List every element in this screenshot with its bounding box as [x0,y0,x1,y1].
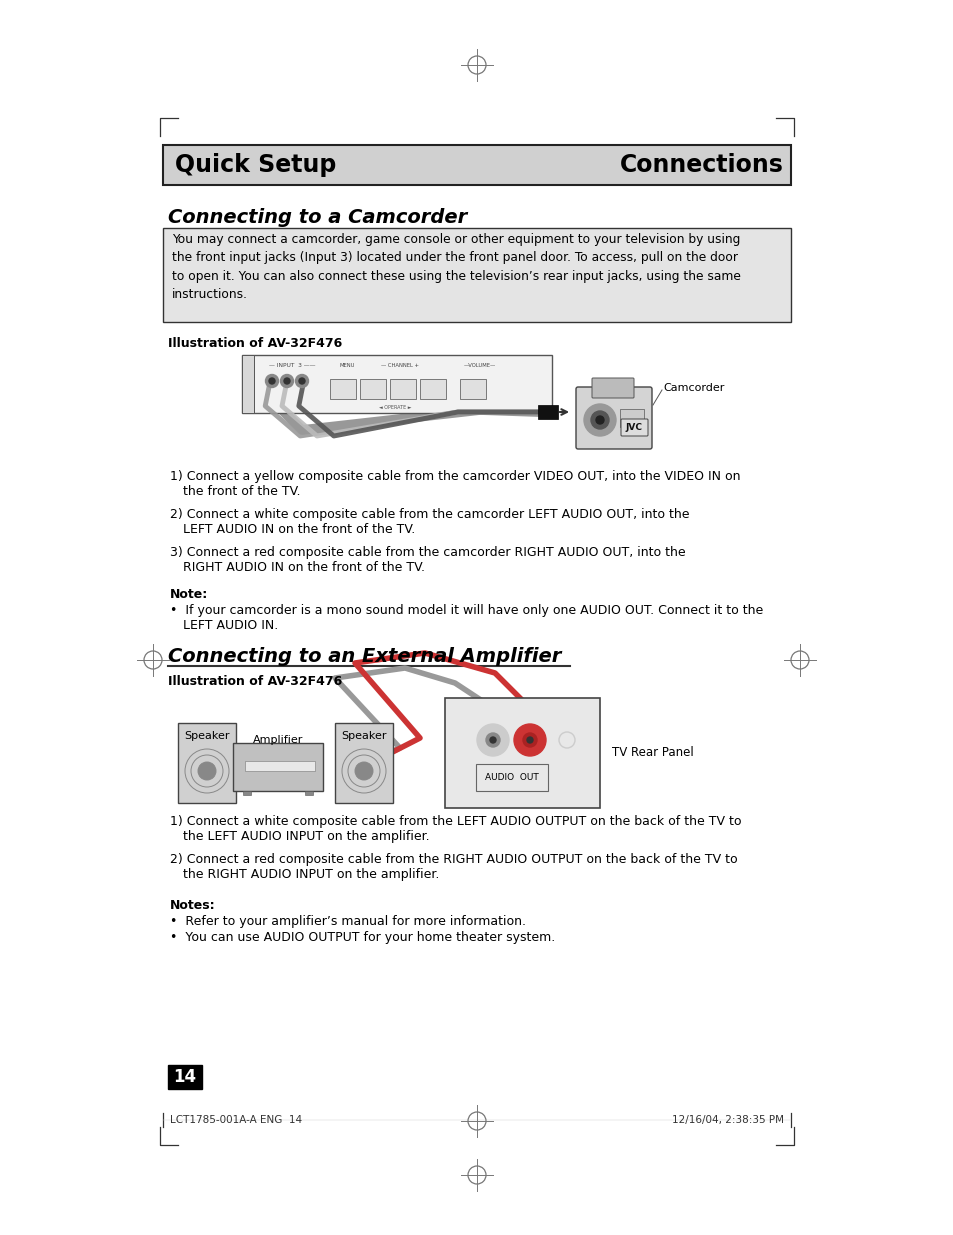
Text: Connecting to a Camcorder: Connecting to a Camcorder [168,207,467,227]
Text: 14: 14 [173,1068,196,1086]
Circle shape [522,734,537,747]
FancyBboxPatch shape [592,378,634,398]
Circle shape [355,762,373,781]
Text: —VOLUME—: —VOLUME— [463,363,496,368]
Circle shape [265,374,278,388]
Text: the front of the TV.: the front of the TV. [183,485,300,498]
Bar [390,379,416,399]
Text: 1) Connect a white composite cable from the LEFT AUDIO OUTPUT on the back of the: 1) Connect a white composite cable from … [170,815,740,827]
Bar [305,790,313,795]
Circle shape [526,737,533,743]
Bar [537,405,558,419]
Bar [359,379,386,399]
Text: Illustration of AV-32F476: Illustration of AV-32F476 [168,337,342,350]
Bar [335,722,393,803]
Text: Speaker: Speaker [341,731,386,741]
Text: Connections: Connections [619,153,783,177]
Text: — CHANNEL +: — CHANNEL + [380,363,418,368]
Text: LEFT AUDIO IN.: LEFT AUDIO IN. [183,619,278,632]
Text: Connecting to an External Amplifier: Connecting to an External Amplifier [168,647,560,666]
Text: AUDIO  OUT: AUDIO OUT [485,773,538,782]
Text: Notes:: Notes: [170,899,215,911]
Circle shape [596,416,603,424]
Bar [444,698,599,808]
Text: •  If your camcorder is a mono sound model it will have only one AUDIO OUT. Conn: • If your camcorder is a mono sound mode… [170,604,762,618]
Circle shape [203,767,211,776]
Text: JVC: JVC [625,422,641,431]
Circle shape [490,737,496,743]
Bar [233,743,323,790]
Text: Amplifier: Amplifier [253,735,303,745]
Circle shape [590,411,608,429]
Text: 1) Connect a yellow composite cable from the camcorder VIDEO OUT, into the VIDEO: 1) Connect a yellow composite cable from… [170,471,740,483]
Text: the RIGHT AUDIO INPUT on the amplifier.: the RIGHT AUDIO INPUT on the amplifier. [183,868,439,881]
Text: Illustration of AV-32F476: Illustration of AV-32F476 [168,676,342,688]
Bar [245,761,314,771]
Circle shape [359,767,368,776]
Text: RIGHT AUDIO IN on the front of the TV.: RIGHT AUDIO IN on the front of the TV. [183,561,424,574]
Circle shape [485,734,499,747]
Bar [163,228,790,322]
Text: the LEFT AUDIO INPUT on the amplifier.: the LEFT AUDIO INPUT on the amplifier. [183,830,429,844]
Text: Camcorder: Camcorder [662,383,723,393]
Text: •  You can use AUDIO OUTPUT for your home theater system.: • You can use AUDIO OUTPUT for your home… [170,931,555,944]
Text: 2) Connect a white composite cable from the camcorder LEFT AUDIO OUT, into the: 2) Connect a white composite cable from … [170,508,689,521]
Text: LEFT AUDIO IN on the front of the TV.: LEFT AUDIO IN on the front of the TV. [183,522,415,536]
Bar [330,379,355,399]
Circle shape [269,378,274,384]
Circle shape [198,762,215,781]
Circle shape [280,374,294,388]
Text: 2) Connect a red composite cable from the RIGHT AUDIO OUTPUT on the back of the : 2) Connect a red composite cable from th… [170,853,737,866]
Text: You may connect a camcorder, game console or other equipment to your television : You may connect a camcorder, game consol… [172,233,740,301]
Text: Note:: Note: [170,588,208,601]
Text: LCT1785-001A-A ENG  14: LCT1785-001A-A ENG 14 [170,1115,302,1125]
Bar [419,379,446,399]
Text: ◄ OPERATE ►: ◄ OPERATE ► [378,405,411,410]
Bar [619,409,643,427]
Circle shape [295,374,308,388]
Text: MENU: MENU [339,363,355,368]
Circle shape [298,378,305,384]
Bar [242,354,552,412]
Bar [168,1065,202,1089]
Text: •  Refer to your amplifier’s manual for more information.: • Refer to your amplifier’s manual for m… [170,915,525,927]
FancyBboxPatch shape [620,419,647,436]
FancyBboxPatch shape [576,387,651,450]
Circle shape [514,724,545,756]
Text: 3) Connect a red composite cable from the camcorder RIGHT AUDIO OUT, into the: 3) Connect a red composite cable from th… [170,546,685,559]
Bar [242,354,253,412]
Bar [459,379,485,399]
Bar [163,144,790,185]
Bar [178,722,235,803]
Bar [243,790,251,795]
Text: Speaker: Speaker [184,731,230,741]
Circle shape [583,404,616,436]
Circle shape [284,378,290,384]
Circle shape [476,724,509,756]
Text: — INPUT  3 ——: — INPUT 3 —— [269,363,314,368]
Text: TV Rear Panel: TV Rear Panel [612,746,693,760]
Text: 12/16/04, 2:38:35 PM: 12/16/04, 2:38:35 PM [671,1115,783,1125]
Text: Quick Setup: Quick Setup [174,153,336,177]
